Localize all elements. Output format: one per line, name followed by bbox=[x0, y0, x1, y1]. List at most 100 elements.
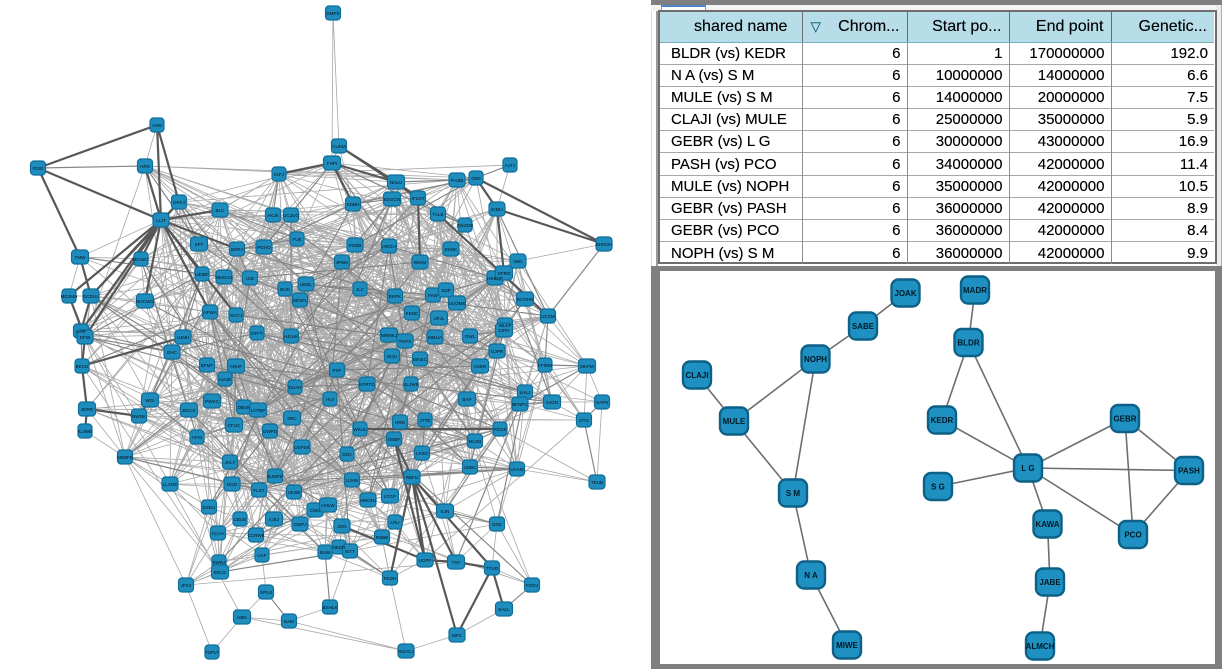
svg-text:TMW: TMW bbox=[75, 255, 87, 260]
svg-text:ARHF: ARHF bbox=[230, 364, 243, 369]
svg-text:SWNJ: SWNJ bbox=[212, 560, 225, 565]
svg-text:MIWE: MIWE bbox=[836, 641, 858, 650]
svg-text:HFWA: HFWA bbox=[203, 310, 217, 315]
svg-text:WGI: WGI bbox=[145, 398, 154, 403]
svg-text:FUE: FUE bbox=[292, 237, 301, 242]
svg-text:GEBR: GEBR bbox=[1113, 415, 1136, 424]
svg-text:UUOME: UUOME bbox=[448, 301, 465, 306]
svg-text:S G: S G bbox=[931, 483, 945, 492]
svg-text:PGHO: PGHO bbox=[257, 245, 271, 250]
svg-text:FHPI: FHPI bbox=[327, 161, 337, 166]
svg-text:DCDUL: DCDUL bbox=[83, 294, 99, 299]
svg-text:GNGDB: GNGDB bbox=[457, 223, 474, 228]
svg-text:KAWA: KAWA bbox=[1036, 520, 1060, 529]
svg-text:EKPK: EKPK bbox=[389, 294, 402, 299]
svg-text:OWI: OWI bbox=[471, 176, 480, 181]
svg-text:UOFP: UOFP bbox=[419, 558, 432, 563]
svg-text:CWU: CWU bbox=[310, 508, 321, 513]
svg-text:AJTJ: AJTJ bbox=[505, 163, 515, 168]
svg-text:SPUJ: SPUJ bbox=[260, 590, 272, 595]
svg-text:EIMU: EIMU bbox=[491, 207, 502, 212]
svg-text:NWNK: NWNK bbox=[132, 414, 147, 419]
svg-text:MCNGT: MCNGT bbox=[133, 257, 150, 262]
svg-text:UCJUG: UCJUG bbox=[283, 213, 299, 218]
svg-text:BAP: BAP bbox=[462, 397, 471, 402]
svg-text:SDP: SDP bbox=[441, 288, 450, 293]
svg-text:DKFJ: DKFJ bbox=[173, 200, 184, 205]
svg-text:NDSFL: NDSFL bbox=[292, 298, 308, 303]
svg-text:FHJIB: FHJIB bbox=[451, 178, 464, 183]
svg-text:FKDH: FKDH bbox=[384, 576, 397, 581]
svg-text:MADR: MADR bbox=[963, 286, 987, 295]
svg-text:TST: TST bbox=[452, 560, 461, 565]
svg-text:OTG: OTG bbox=[579, 418, 589, 423]
svg-text:LHLJ: LHLJ bbox=[520, 390, 531, 395]
svg-text:HSBGF: HSBGF bbox=[487, 276, 503, 281]
svg-text:S M: S M bbox=[786, 489, 801, 498]
svg-text:JTTE: JTTE bbox=[420, 418, 431, 423]
svg-text:UJMU: UJMU bbox=[177, 335, 190, 340]
svg-text:EJN: EJN bbox=[441, 509, 450, 514]
svg-text:BFNPC: BFNPC bbox=[512, 402, 528, 407]
svg-text:DFW: DFW bbox=[80, 335, 91, 340]
svg-text:GAPN: GAPN bbox=[595, 400, 608, 405]
svg-text:JDRR: JDRR bbox=[81, 407, 94, 412]
svg-text:SOTJ: SOTJ bbox=[230, 313, 242, 318]
svg-text:WNEC: WNEC bbox=[413, 357, 428, 362]
svg-text:UEIBF: UEIBF bbox=[195, 272, 209, 277]
svg-text:ESEU: ESEU bbox=[203, 505, 216, 510]
svg-text:FODJ: FODJ bbox=[526, 583, 538, 588]
svg-text:TEUB: TEUB bbox=[591, 480, 603, 485]
svg-text:UCCM: UCCM bbox=[541, 314, 555, 319]
svg-text:GWPD: GWPD bbox=[263, 429, 278, 434]
svg-text:LCFBP: LCFBP bbox=[251, 408, 266, 413]
svg-text:UEBL: UEBL bbox=[300, 282, 312, 287]
svg-text:BKCD: BKCD bbox=[76, 364, 89, 369]
svg-text:MULE: MULE bbox=[723, 417, 746, 426]
svg-text:OWL: OWL bbox=[465, 334, 476, 339]
svg-text:TGPLT: TGPLT bbox=[205, 650, 220, 655]
svg-text:KEGCN: KEGCN bbox=[384, 197, 400, 202]
svg-text:SJGN: SJGN bbox=[546, 400, 558, 405]
svg-text:LLJT: LLJT bbox=[156, 218, 166, 223]
svg-text:NOCWG: NOCWG bbox=[136, 299, 155, 304]
svg-text:ALMCH: ALMCH bbox=[1026, 642, 1055, 651]
svg-text:CCAA: CCAA bbox=[212, 531, 226, 536]
svg-text:MMUA: MMUA bbox=[428, 335, 443, 340]
svg-text:FAW: FAW bbox=[428, 293, 438, 298]
svg-text:MGJMH: MGJMH bbox=[61, 294, 78, 299]
svg-text:IGFJ: IGFJ bbox=[274, 172, 284, 177]
svg-text:WLKF: WLKF bbox=[499, 323, 512, 328]
svg-text:EKBK: EKBK bbox=[445, 247, 458, 252]
svg-text:NNUJ: NNUJ bbox=[390, 180, 402, 185]
svg-text:KBD: KBD bbox=[237, 615, 247, 620]
svg-text:LTGP: LTGP bbox=[384, 494, 396, 499]
svg-text:DUAH: DUAH bbox=[288, 385, 301, 390]
svg-text:AMS: AMS bbox=[152, 123, 162, 128]
svg-text:WIKM: WIKM bbox=[414, 260, 427, 265]
svg-text:RCRHN: RCRHN bbox=[517, 297, 534, 302]
svg-text:NOPH: NOPH bbox=[804, 355, 827, 364]
svg-text:JABE: JABE bbox=[1039, 578, 1061, 587]
svg-text:EALL: EALL bbox=[498, 607, 510, 612]
svg-text:LRU: LRU bbox=[390, 520, 399, 525]
svg-text:UFJL: UFJL bbox=[434, 316, 445, 321]
svg-text:GJPR: GJPR bbox=[491, 349, 504, 354]
svg-text:HHLW: HHLW bbox=[321, 503, 335, 508]
svg-text:SPRO: SPRO bbox=[497, 271, 510, 276]
svg-text:HRGH: HRGH bbox=[382, 244, 396, 249]
svg-text:BHNOH: BHNOH bbox=[596, 242, 613, 247]
svg-text:GNC: GNC bbox=[492, 522, 503, 527]
svg-text:HRS: HRS bbox=[140, 164, 150, 169]
svg-text:TTUO: TTUO bbox=[486, 566, 499, 571]
svg-text:CIPH: CIPH bbox=[499, 328, 510, 333]
svg-text:PSF: PSF bbox=[333, 368, 342, 373]
svg-text:UID: UID bbox=[246, 276, 255, 281]
svg-text:JLC: JLC bbox=[356, 287, 365, 292]
svg-text:BGCK: BGCK bbox=[182, 408, 196, 413]
svg-text:BLDR: BLDR bbox=[957, 339, 979, 348]
svg-text:JHLT: JHLT bbox=[225, 460, 236, 465]
svg-text:N A: N A bbox=[804, 571, 818, 580]
svg-text:KENC: KENC bbox=[406, 311, 419, 316]
svg-text:FDIG: FDIG bbox=[33, 166, 44, 171]
